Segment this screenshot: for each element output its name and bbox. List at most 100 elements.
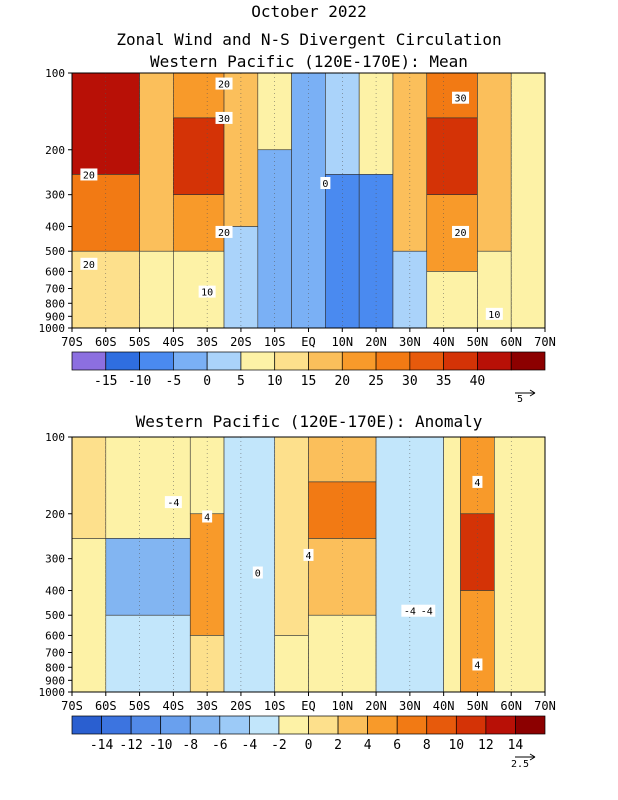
colorbar-swatch — [71, 715, 102, 735]
colorbar-swatch — [455, 715, 487, 735]
data-cell — [477, 72, 512, 252]
contour-label-bg — [164, 496, 182, 509]
contour-label: 10 — [488, 310, 500, 321]
x-tick-label: 40S — [163, 335, 185, 349]
colorbar-label: -6 — [212, 738, 228, 753]
colorbar-swatch — [308, 715, 339, 735]
colorbar-label: 8 — [423, 738, 431, 753]
contour-label: -4 — [404, 607, 416, 618]
colorbar-label: -14 — [90, 738, 114, 753]
contour-label-bg — [320, 176, 331, 189]
colorbar-swatch — [477, 351, 512, 371]
colorbar-swatch — [510, 351, 546, 371]
data-cell — [358, 174, 394, 329]
colorbar-swatch — [130, 715, 162, 735]
colorbar-swatch — [105, 351, 140, 371]
x-tick-label: 60N — [500, 335, 522, 349]
contour-label: 10 — [201, 288, 213, 299]
contour-label-bg — [303, 548, 314, 561]
data-cell — [443, 436, 461, 693]
x-tick-label: 40S — [163, 699, 185, 713]
colorbar-swatch — [274, 351, 309, 371]
x-tick-label: 10S — [264, 699, 286, 713]
colorbar-label: 5 — [237, 374, 245, 389]
y-tick-label: 300 — [45, 189, 65, 202]
data-cell — [308, 436, 377, 483]
colorbar-label: 10 — [267, 374, 283, 389]
contour-label-bg — [80, 168, 98, 181]
x-tick-label: 30N — [399, 699, 421, 713]
x-tick-label: 30S — [196, 699, 218, 713]
data-cell — [257, 72, 292, 151]
contour-label-bg — [401, 604, 419, 617]
colorbar-label: -2 — [271, 738, 287, 753]
plot-anomaly: 70S 60S 50S 40S 30S 20S 10S EQ 10N 20N 30N 40N 50N 60… — [39, 431, 556, 770]
colorbar-swatch — [219, 715, 250, 735]
colorbar-label: 40 — [470, 374, 486, 389]
y-tick-label: 200 — [45, 144, 65, 157]
colorbar-swatch — [71, 351, 107, 371]
contour-label: 30 — [455, 94, 467, 105]
y-tick-label: 200 — [45, 508, 65, 521]
data-cell — [71, 538, 107, 693]
contour-label-bg — [80, 257, 98, 270]
x-tick-label: 70S — [61, 335, 83, 349]
colorbar-label: -12 — [119, 738, 142, 753]
contour-label-bg — [202, 510, 213, 523]
data-cell — [139, 250, 174, 329]
colorbar-label: -8 — [182, 738, 198, 753]
x-tick-label: 20N — [365, 335, 387, 349]
colorbar-swatch — [189, 715, 221, 735]
contour-label: -4 — [167, 498, 179, 509]
colorbar-swatch — [515, 715, 546, 735]
contour-label: 30 — [218, 114, 230, 125]
reference-vector-label: 2.5 — [511, 759, 529, 770]
colorbar-label: -10 — [128, 374, 151, 389]
x-tick-label: 50N — [467, 699, 489, 713]
data-cell — [426, 271, 478, 329]
colorbar-label: 0 — [203, 374, 211, 389]
contour-label: 20 — [83, 260, 95, 271]
colorbar-label: 14 — [508, 738, 524, 753]
contour-label: 20 — [218, 80, 230, 91]
data-cell — [494, 436, 546, 693]
y-tick-label: 600 — [45, 629, 65, 642]
colorbar-label: 20 — [334, 374, 350, 389]
data-cell — [71, 72, 140, 175]
figure-title: October 2022 — [251, 2, 367, 21]
colorbar-label: 10 — [448, 738, 464, 753]
x-tick-label: 20S — [230, 699, 252, 713]
y-tick-label: 700 — [45, 283, 65, 296]
y-tick-label: 800 — [45, 661, 65, 674]
x-tick-label: 10N — [331, 335, 353, 349]
x-tick-label: 70N — [534, 335, 556, 349]
x-tick-label: 50S — [129, 699, 151, 713]
contour-label-bg — [215, 111, 233, 124]
colorbar-swatch — [341, 351, 377, 371]
y-tick-label: 800 — [45, 297, 65, 310]
x-tick-label: 60S — [95, 699, 117, 713]
data-cell — [358, 72, 394, 175]
colorbar-swatch — [240, 351, 276, 371]
colorbar-label: -5 — [166, 374, 182, 389]
contour-label-bg — [452, 225, 470, 238]
data-cell — [392, 72, 428, 252]
colorbar-swatch — [396, 715, 428, 735]
figure-subtitle: Zonal Wind and N-S Divergent Circulation — [116, 30, 502, 49]
y-tick-label: 600 — [45, 265, 65, 278]
contour-label: 4 — [474, 660, 480, 671]
y-tick-label: 900 — [45, 310, 65, 323]
panel-title-mean: Western Pacific (120E-170E): Mean — [150, 52, 468, 71]
y-tick-label: 700 — [45, 647, 65, 660]
contour-label: 4 — [204, 512, 210, 523]
contour-label: 0 — [322, 179, 328, 190]
contour-label-bg — [252, 566, 263, 579]
colorbar-swatch — [367, 715, 398, 735]
colorbar-label: 6 — [393, 738, 401, 753]
colorbar-swatch — [337, 715, 368, 735]
contour-label-bg — [472, 658, 483, 671]
x-tick-label: 30S — [196, 335, 218, 349]
data-cell — [189, 635, 225, 693]
colorbar-swatch — [426, 715, 457, 735]
